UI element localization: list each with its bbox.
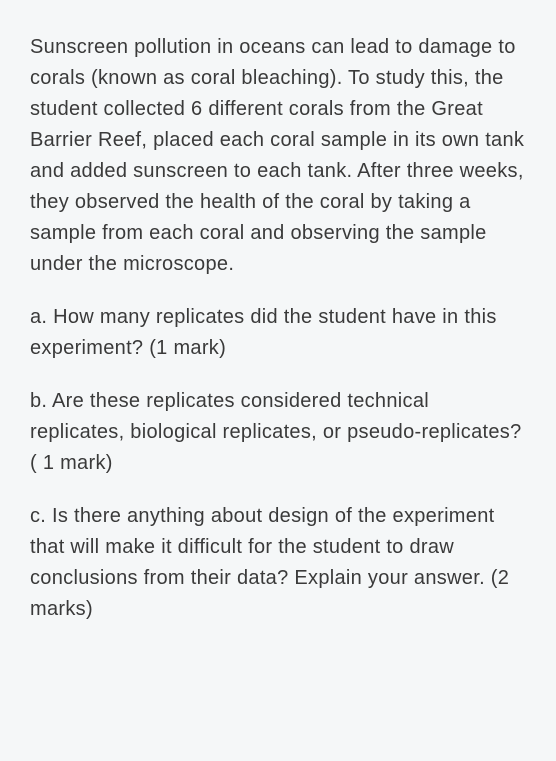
question-a: a. How many replicates did the student h… (30, 302, 526, 364)
question-c: c. Is there anything about design of the… (30, 501, 526, 625)
question-b: b. Are these replicates considered techn… (30, 386, 526, 479)
intro-paragraph: Sunscreen pollution in oceans can lead t… (30, 32, 526, 280)
